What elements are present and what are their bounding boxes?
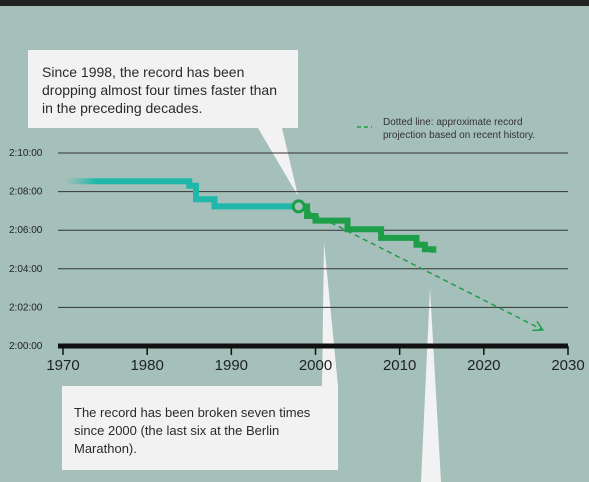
y-tick-label-5: 2:10:00 [9, 148, 43, 159]
x-tick-label-1: 1980 [130, 357, 163, 374]
y-tick-label-4: 2:08:00 [9, 187, 43, 198]
y-tick-label-2: 2:04:00 [9, 264, 43, 275]
x-tick-label-2: 1990 [215, 357, 248, 374]
x-tick-label-0: 1970 [46, 357, 79, 374]
projection-arrowhead [532, 320, 545, 332]
y-tick-labels: 2:00:00 2:02:00 2:04:00 2:06:00 2:08:00 2:10:… [9, 148, 43, 352]
x-axis: 1970 1980 1990 2000 2010 2020 2030 [46, 343, 585, 374]
legend-text: Dotted line: approximate record projecti… [383, 117, 536, 141]
y-tick-label-3: 2:06:00 [9, 225, 43, 236]
y-tick-label-1: 2:02:00 [9, 302, 43, 313]
bottom-callout-box [62, 242, 338, 470]
x-tick-label-5: 2020 [467, 357, 500, 374]
bottom-callout-text: The record has been broken seven times s… [74, 405, 311, 456]
x-tick-label-3: 2000 [299, 357, 332, 374]
series-projection [298, 205, 544, 331]
gridlines [58, 152, 568, 308]
record-marker-1998 [291, 199, 306, 214]
series-post-1998 [298, 203, 437, 253]
series-group [66, 176, 545, 332]
y-tick-label-0: 2:00:00 [9, 341, 43, 352]
header-bar [0, 0, 589, 6]
x-tick-label-4: 2010 [383, 357, 416, 374]
series-pre-1998 [67, 178, 299, 210]
right-callout-pointer [421, 288, 441, 482]
top-callout-box [28, 50, 298, 196]
x-tick-label-6: 2030 [551, 357, 584, 374]
top-callout-text: Since 1998, the record has been dropping… [42, 64, 278, 116]
series-start-fade [66, 176, 97, 187]
